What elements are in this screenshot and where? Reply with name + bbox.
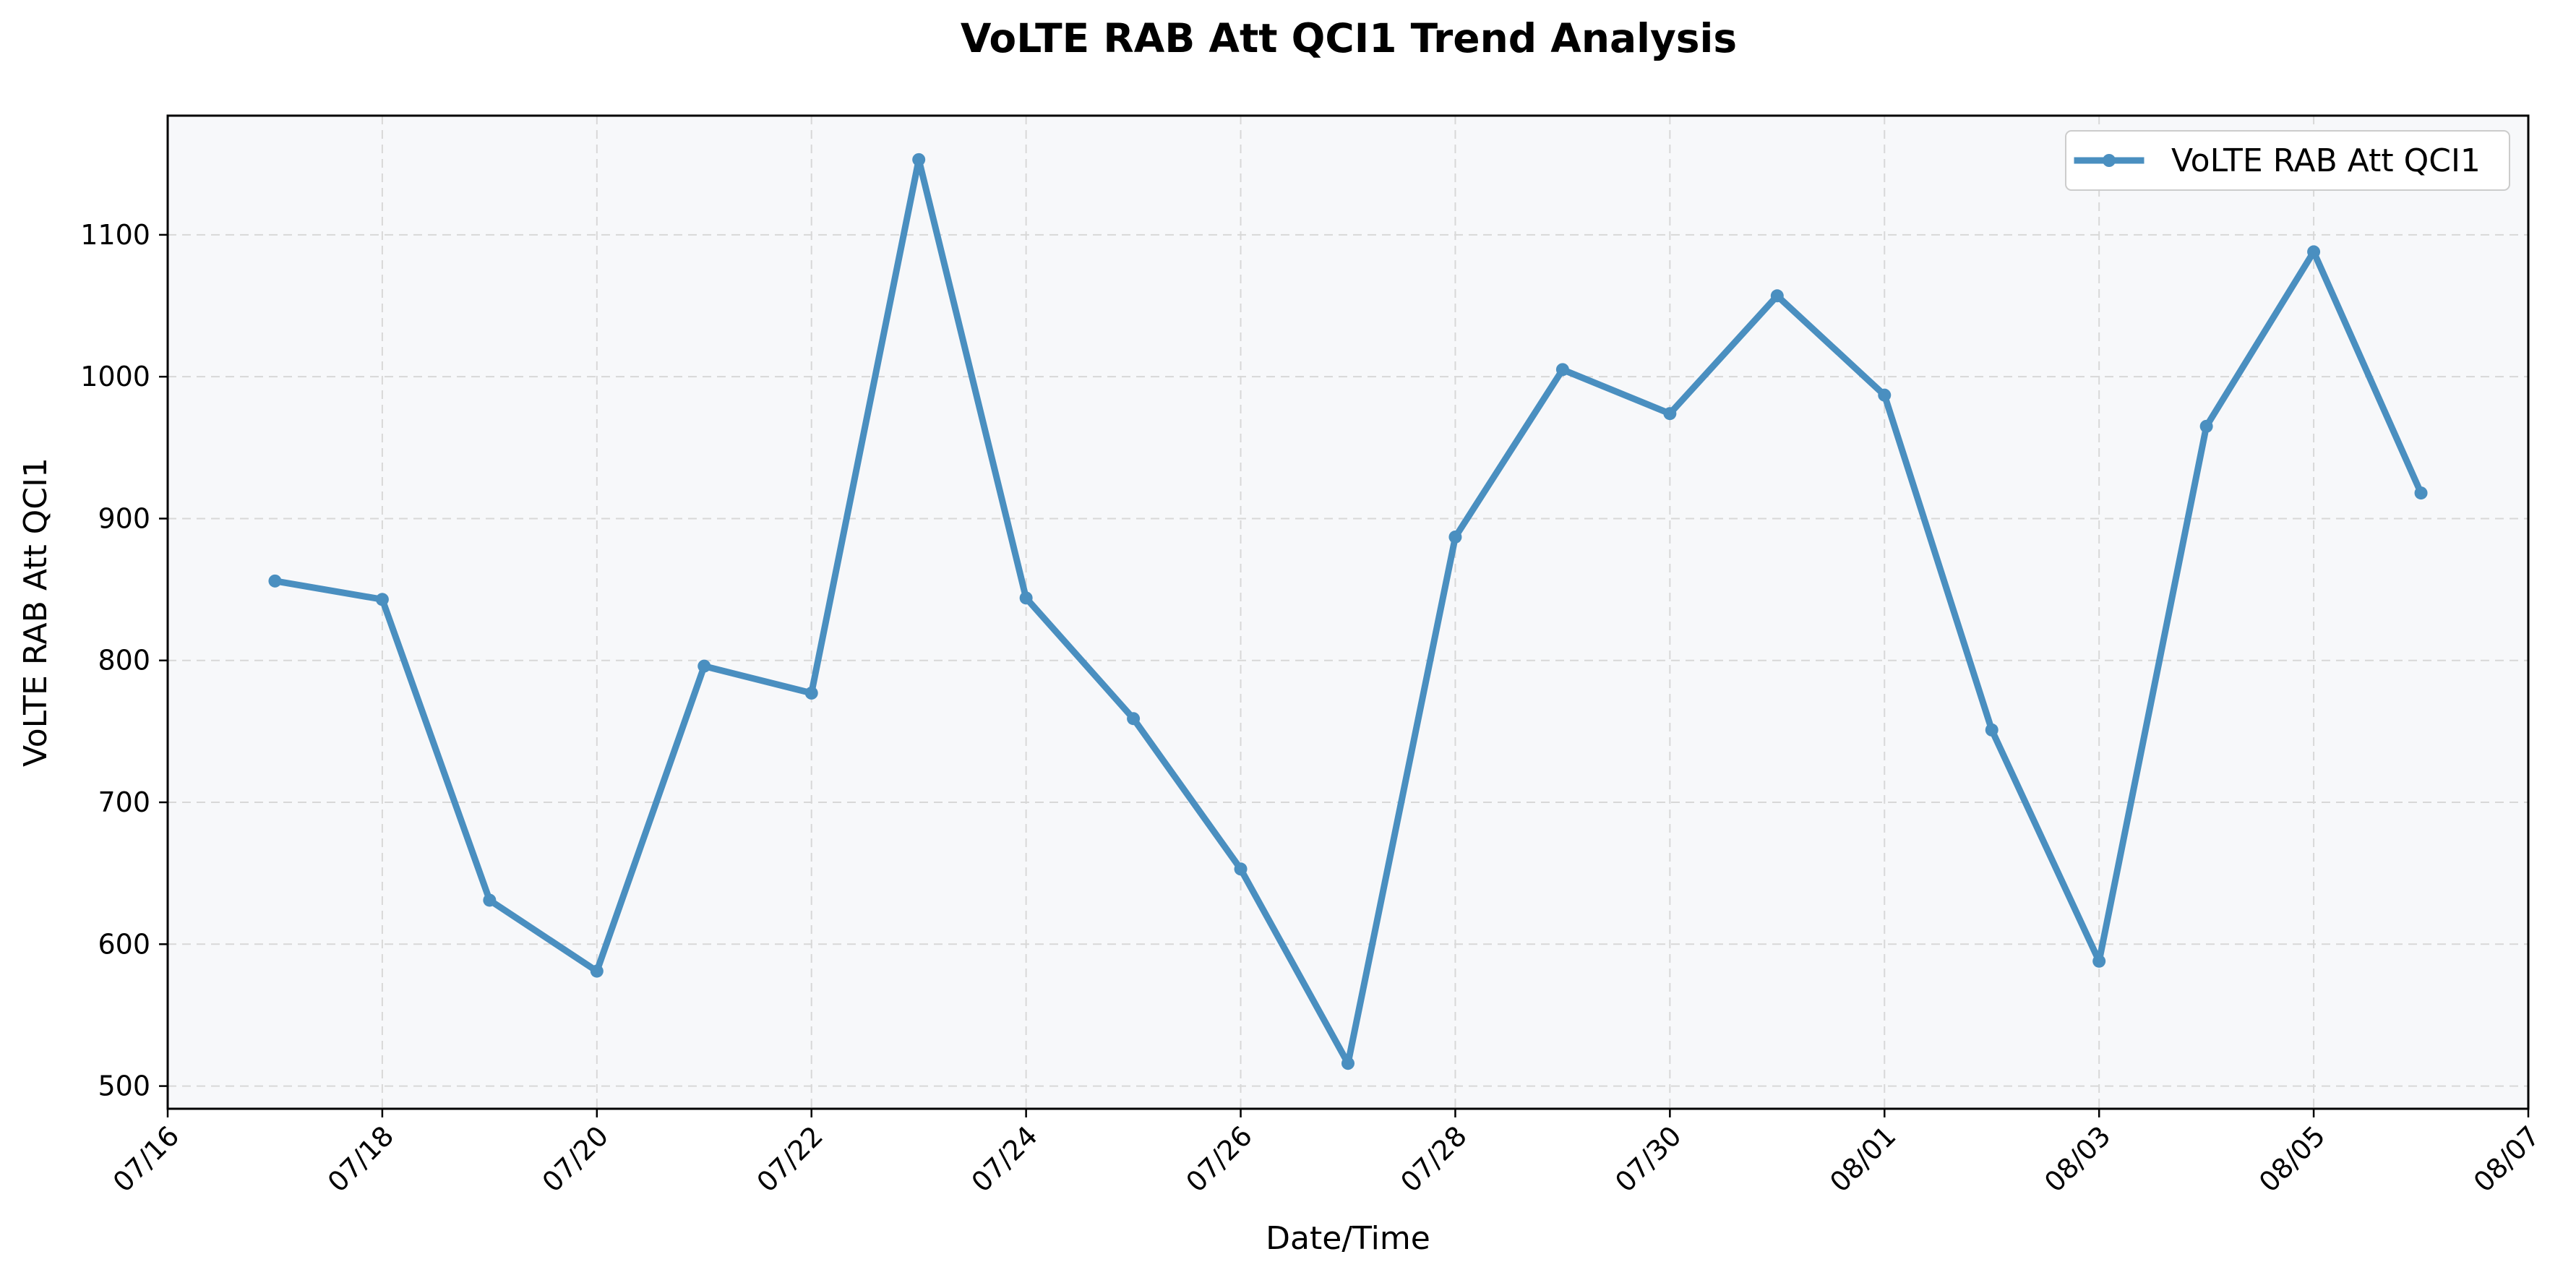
data-point bbox=[1555, 363, 1569, 377]
x-tick-label: 08/07 bbox=[2468, 1120, 2546, 1198]
x-tick-label: 07/18 bbox=[322, 1120, 400, 1198]
data-point bbox=[2414, 486, 2428, 500]
x-tick-label: 07/28 bbox=[1394, 1120, 1473, 1198]
data-point bbox=[912, 153, 926, 166]
legend: VoLTE RAB Att QCI1 bbox=[2065, 130, 2510, 191]
y-tick-label: 500 bbox=[98, 1070, 150, 1102]
y-tick-label: 800 bbox=[98, 645, 150, 677]
plot-frame bbox=[166, 114, 2530, 1110]
legend-marker bbox=[2103, 154, 2116, 167]
data-point bbox=[1341, 1057, 1354, 1070]
y-axis: 500 600 700 800 900 1000 1100 bbox=[80, 219, 168, 1102]
y-tick-label: 1100 bbox=[80, 219, 150, 251]
y-tick-label: 700 bbox=[98, 786, 150, 818]
x-tick-label: 07/20 bbox=[536, 1120, 615, 1198]
data-point bbox=[1878, 388, 1892, 402]
x-tick-label: 07/24 bbox=[965, 1120, 1044, 1198]
data-point bbox=[2307, 245, 2321, 259]
x-tick-label: 07/22 bbox=[751, 1120, 830, 1198]
data-point bbox=[2092, 954, 2106, 968]
data-point bbox=[1234, 862, 1248, 876]
x-tick-label: 07/16 bbox=[107, 1120, 186, 1198]
data-point bbox=[1663, 407, 1677, 421]
data-point bbox=[804, 686, 818, 700]
data-point bbox=[2199, 419, 2213, 433]
x-tick-label: 07/26 bbox=[1180, 1120, 1258, 1198]
data-point bbox=[483, 893, 497, 907]
x-tick-label: 08/03 bbox=[2038, 1120, 2117, 1198]
x-axis: 07/16 07/18 07/20 07/22 07/24 07/26 07/28 07/30… bbox=[107, 1109, 2546, 1198]
legend-box bbox=[2065, 130, 2510, 191]
plot-area bbox=[168, 116, 2528, 1109]
data-point bbox=[1448, 530, 1462, 544]
series-layer bbox=[268, 153, 2428, 1070]
legend-label: VoLTE RAB Att QCI1 bbox=[2171, 142, 2481, 179]
x-axis-label: Date/Time bbox=[1266, 1220, 1430, 1257]
data-point bbox=[268, 574, 282, 588]
data-point bbox=[590, 964, 604, 978]
y-tick-label: 900 bbox=[98, 502, 150, 534]
x-tick-label: 07/30 bbox=[1609, 1120, 1688, 1198]
data-point bbox=[1127, 712, 1141, 726]
x-tick-label: 08/05 bbox=[2253, 1120, 2332, 1198]
y-axis-label: VoLTE RAB Att QCI1 bbox=[17, 458, 54, 767]
data-point bbox=[1770, 289, 1784, 303]
data-point bbox=[375, 593, 389, 606]
y-tick-label: 600 bbox=[98, 928, 150, 960]
data-point bbox=[697, 659, 711, 673]
data-point bbox=[1019, 591, 1033, 605]
data-point bbox=[1985, 723, 1998, 737]
chart-title: VoLTE RAB Att QCI1 Trend Analysis bbox=[961, 15, 1737, 61]
x-tick-label: 08/01 bbox=[1824, 1120, 1902, 1198]
y-tick-label: 1000 bbox=[80, 361, 150, 392]
